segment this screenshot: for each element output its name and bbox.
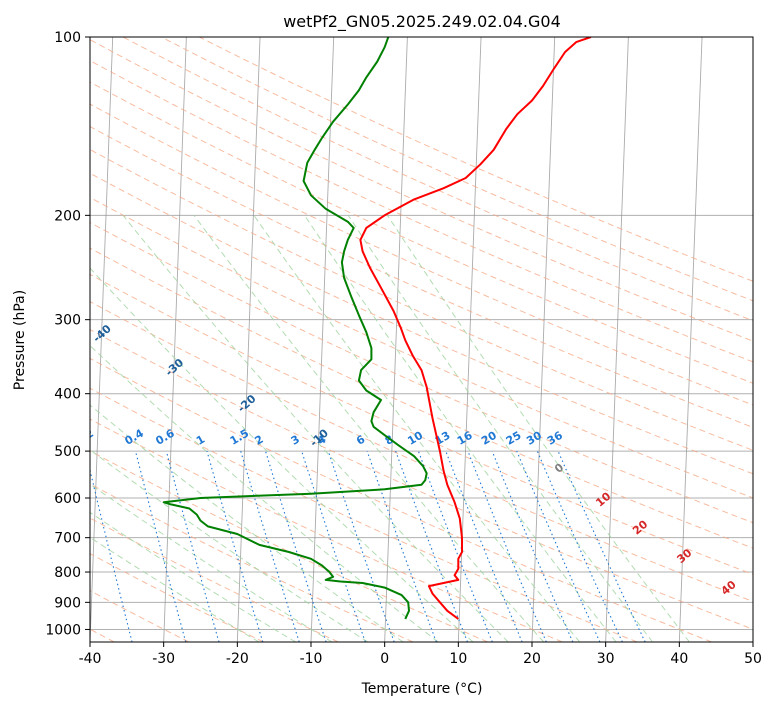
dry-adiabat-line [90,81,753,384]
dry-adiabat-line [90,172,753,475]
mixing-ratio-label: 0.1 [26,427,49,448]
dry-adiabat-line [122,37,753,322]
mixing-ratio-line [395,450,469,642]
isotherm-line [752,630,753,642]
x-tick-label: 20 [523,651,541,667]
chart-title: wetPf2_GN05.2025.249.02.04.G04 [283,12,561,32]
y-tick-label: 900 [54,595,81,611]
dry-adiabat-line [90,553,264,642]
isotherm-line [605,37,629,642]
isotherm-line [236,37,261,642]
x-tick-label: -10 [300,651,323,667]
dry-adiabat-line [90,149,753,451]
dry-adiabat-line [90,221,753,524]
x-tick-label: -30 [152,651,175,667]
dry-adiabat-line [90,418,563,642]
mixing-ratio-line [417,450,493,642]
moist-adiabat-line [304,215,617,642]
plot-background [90,37,753,642]
dry-adiabat-line [90,387,638,642]
y-tick-label: 200 [54,208,81,224]
series-layer [162,37,592,620]
x-tick-label: -40 [79,651,102,667]
x-tick-label: -20 [226,651,249,667]
x-tick-label: 50 [744,651,762,667]
moist-adiabat-line [90,536,260,642]
mixing-ratio-line [516,450,601,642]
x-tick-label: 40 [670,651,688,667]
y-tick-label: 800 [54,565,81,581]
temperature-line [359,37,592,620]
moist-adiabat-line [253,215,581,642]
moist-adiabat-line [90,483,333,642]
isotherm-line [384,37,408,642]
mixing-ratio-line [557,450,646,642]
y-tick-label: 700 [54,531,81,547]
moist-adiabat-line [193,215,545,642]
plot-frame [89,36,754,643]
y-tick-label: 400 [54,387,81,403]
x-axis-label: Temperature (°C) [361,681,483,697]
mixing-ratio-label: 0.2 [73,427,96,448]
x-tick-label: 30 [597,651,615,667]
y-tick-label: 300 [54,313,81,329]
dry-adiabat-line [90,196,753,499]
dry-adiabat-line [90,247,753,549]
dry-adiabat-line [90,590,190,642]
isotherm-line [678,37,703,642]
dry-adiabat-line [90,357,712,642]
y-tick-label: 100 [54,30,81,46]
mixing-ratio-line [206,450,264,642]
moist-adiabat-line [90,404,404,642]
moist-adiabat-line [90,344,439,642]
y-axis-ticks: 100 200 300 400 500 600 700 800 900 1000 [45,30,90,638]
isotherm-line [163,37,187,642]
moist-adiabat-line [90,511,296,642]
mixing-ratio-line [165,450,220,642]
x-tick-label: 10 [449,651,467,667]
isotherm-line [90,37,114,642]
mixing-ratio-line [536,450,623,642]
mixing-ratio-line [264,450,327,642]
dry-adiabat-line [90,450,488,642]
isotherm-line [531,37,556,642]
moist-adiabat-line [122,214,509,642]
dry-adiabat-line [90,483,414,642]
y-tick-label: 600 [54,491,81,507]
y-axis-label: Pressure (hPa) [12,290,28,390]
mixing-ratio-line [240,450,300,642]
x-tick-label: 0 [380,651,389,667]
y-tick-label: 500 [54,444,81,460]
x-axis-ticks: -40 -30 -20 -10 0 10 20 30 40 50 [79,642,762,667]
dewpoint-line [162,37,428,620]
y-tick-label: 1000 [45,622,81,638]
